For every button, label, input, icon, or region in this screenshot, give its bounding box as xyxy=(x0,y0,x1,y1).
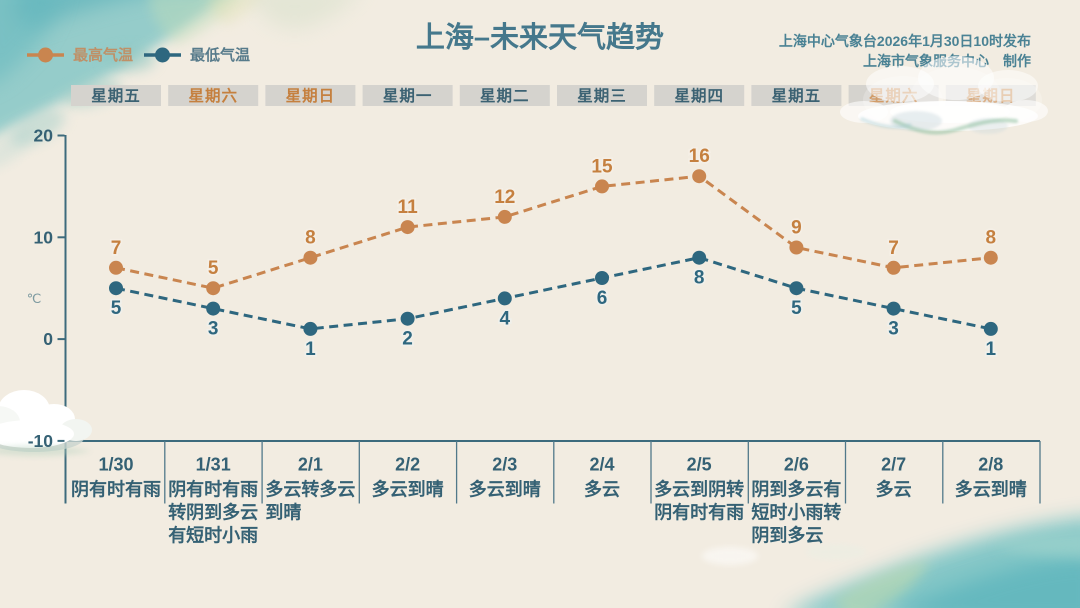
svg-text:多云转多云: 多云转多云 xyxy=(265,479,355,500)
svg-text:2/6: 2/6 xyxy=(784,455,809,475)
svg-text:星期六: 星期六 xyxy=(188,86,238,105)
svg-text:16: 16 xyxy=(689,146,710,167)
svg-text:2/8: 2/8 xyxy=(978,455,1003,475)
svg-text:上海中心气象台2026年1月30日10时发布: 上海中心气象台2026年1月30日10时发布 xyxy=(779,33,1031,49)
svg-text:阴有时有雨: 阴有时有雨 xyxy=(168,479,258,500)
svg-text:12: 12 xyxy=(494,187,515,208)
svg-text:11: 11 xyxy=(398,197,419,218)
svg-text:℃: ℃ xyxy=(27,291,42,306)
svg-text:上海–未来天气趋势: 上海–未来天气趋势 xyxy=(416,21,664,54)
svg-text:最高气温: 最高气温 xyxy=(73,46,133,64)
svg-text:多云到晴: 多云到晴 xyxy=(372,479,444,500)
svg-text:星期四: 星期四 xyxy=(674,86,724,105)
svg-text:2/3: 2/3 xyxy=(492,455,517,475)
svg-text:20: 20 xyxy=(34,126,54,146)
svg-text:星期一: 星期一 xyxy=(383,86,433,105)
svg-text:8: 8 xyxy=(986,228,997,249)
svg-text:转阴到多云: 转阴到多云 xyxy=(168,502,258,523)
svg-text:2/1: 2/1 xyxy=(298,455,323,475)
svg-text:星期日: 星期日 xyxy=(286,86,336,105)
svg-text:9: 9 xyxy=(791,218,802,239)
svg-text:星期五: 星期五 xyxy=(772,86,822,105)
svg-text:4: 4 xyxy=(500,308,511,329)
svg-text:8: 8 xyxy=(694,268,705,289)
svg-text:5: 5 xyxy=(791,298,802,319)
svg-text:7: 7 xyxy=(888,238,899,259)
svg-text:2/7: 2/7 xyxy=(881,455,906,475)
svg-text:阴到多云有: 阴到多云有 xyxy=(751,479,841,500)
svg-text:5: 5 xyxy=(208,258,219,279)
svg-text:3: 3 xyxy=(208,319,219,340)
svg-text:15: 15 xyxy=(591,156,613,177)
svg-text:1: 1 xyxy=(986,339,997,360)
svg-text:多云到晴: 多云到晴 xyxy=(469,479,541,500)
svg-text:短时小雨转: 短时小雨转 xyxy=(751,502,841,523)
svg-text:7: 7 xyxy=(111,238,122,259)
svg-text:2/5: 2/5 xyxy=(687,455,712,475)
svg-text:2: 2 xyxy=(402,329,413,350)
svg-text:多云到阴转: 多云到阴转 xyxy=(654,479,744,500)
svg-text:2/2: 2/2 xyxy=(395,455,420,475)
svg-text:-10: -10 xyxy=(28,431,54,451)
svg-text:最低气温: 最低气温 xyxy=(190,46,250,64)
svg-text:3: 3 xyxy=(888,319,899,340)
svg-text:5: 5 xyxy=(111,298,122,319)
svg-text:阴有时有雨: 阴有时有雨 xyxy=(71,479,161,500)
svg-text:1/31: 1/31 xyxy=(196,455,231,475)
svg-text:8: 8 xyxy=(305,228,316,249)
svg-text:阴有时有雨: 阴有时有雨 xyxy=(654,502,744,523)
svg-text:1: 1 xyxy=(305,339,316,360)
svg-text:2/4: 2/4 xyxy=(589,455,614,475)
svg-text:0: 0 xyxy=(43,329,53,349)
svg-text:星期三: 星期三 xyxy=(577,86,627,105)
svg-text:6: 6 xyxy=(597,288,608,309)
svg-text:到晴: 到晴 xyxy=(265,502,301,523)
svg-text:阴到多云: 阴到多云 xyxy=(751,525,823,546)
svg-text:星期五: 星期五 xyxy=(91,86,141,105)
svg-text:多云: 多云 xyxy=(876,479,912,500)
svg-text:多云: 多云 xyxy=(584,479,620,500)
svg-text:1/30: 1/30 xyxy=(98,455,133,475)
svg-text:星期二: 星期二 xyxy=(480,86,530,105)
svg-text:多云到晴: 多云到晴 xyxy=(955,479,1027,500)
svg-text:有短时小雨: 有短时小雨 xyxy=(168,525,258,546)
svg-text:10: 10 xyxy=(34,227,54,247)
